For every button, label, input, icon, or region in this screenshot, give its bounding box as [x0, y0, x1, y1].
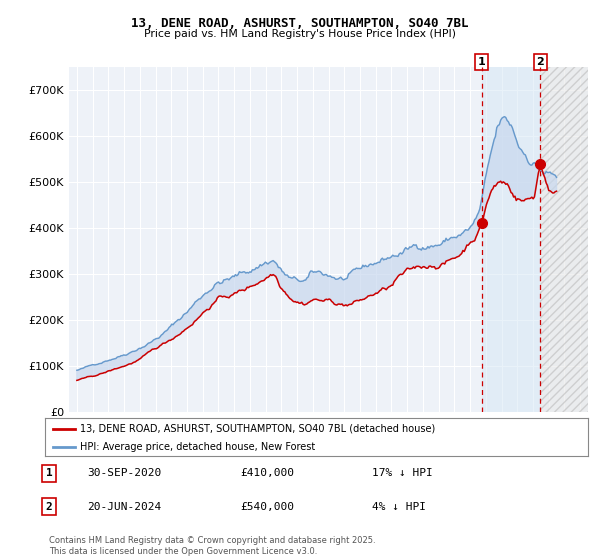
Text: 1: 1 — [46, 468, 53, 478]
Text: Contains HM Land Registry data © Crown copyright and database right 2025.
This d: Contains HM Land Registry data © Crown c… — [49, 536, 376, 556]
Text: 1: 1 — [478, 57, 486, 67]
Text: 13, DENE ROAD, ASHURST, SOUTHAMPTON, SO40 7BL (detached house): 13, DENE ROAD, ASHURST, SOUTHAMPTON, SO4… — [80, 423, 436, 433]
Bar — [540, 67, 588, 412]
Bar — [540, 67, 588, 412]
Text: 20-JUN-2024: 20-JUN-2024 — [87, 502, 161, 512]
Text: 2: 2 — [46, 502, 53, 512]
Text: £540,000: £540,000 — [240, 502, 294, 512]
Text: 2: 2 — [536, 57, 544, 67]
Text: 17% ↓ HPI: 17% ↓ HPI — [372, 468, 433, 478]
Text: 4% ↓ HPI: 4% ↓ HPI — [372, 502, 426, 512]
Bar — [482, 67, 540, 412]
Text: 30-SEP-2020: 30-SEP-2020 — [87, 468, 161, 478]
Text: HPI: Average price, detached house, New Forest: HPI: Average price, detached house, New … — [80, 442, 316, 452]
Text: 13, DENE ROAD, ASHURST, SOUTHAMPTON, SO40 7BL: 13, DENE ROAD, ASHURST, SOUTHAMPTON, SO4… — [131, 17, 469, 30]
Text: £410,000: £410,000 — [240, 468, 294, 478]
Text: Price paid vs. HM Land Registry's House Price Index (HPI): Price paid vs. HM Land Registry's House … — [144, 29, 456, 39]
